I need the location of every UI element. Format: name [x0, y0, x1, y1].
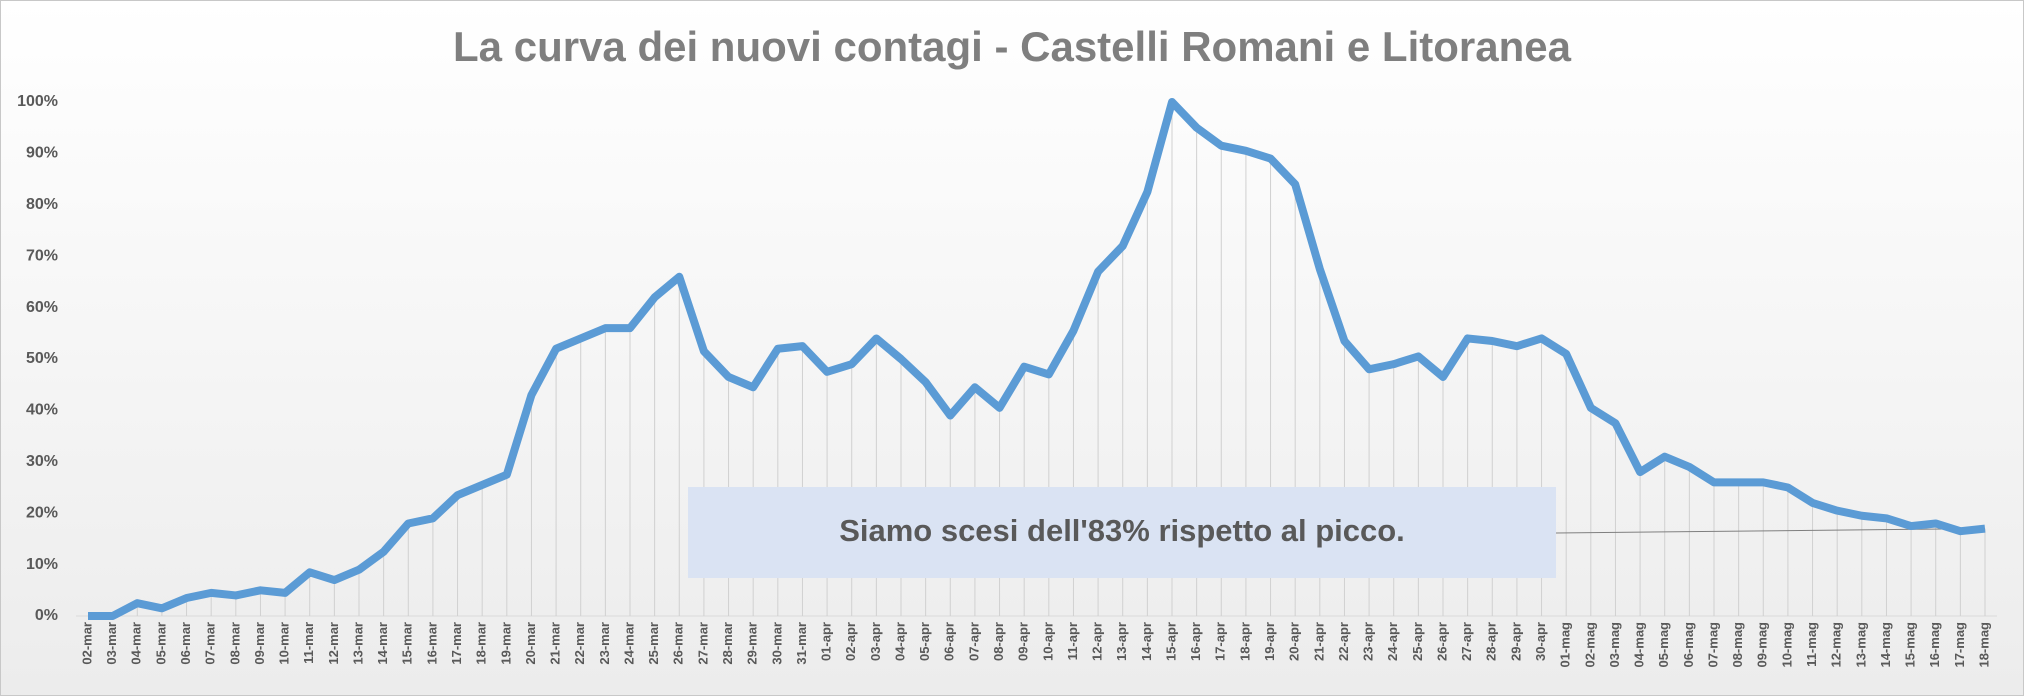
x-tick-label: 10-mag — [1779, 622, 1794, 668]
x-tick-label: 17-mag — [1952, 622, 1967, 668]
x-tick-label: 02-mar — [79, 622, 94, 665]
annotation: Siamo scesi dell'83% rispetto al picco. — [839, 513, 1405, 548]
x-tick-label: 09-mag — [1755, 622, 1770, 668]
x-tick-label: 11-mag — [1804, 622, 1819, 667]
x-tick-label: 06-mag — [1681, 622, 1696, 668]
x-tick-label: 08-mar — [227, 622, 242, 665]
x-tick-label: 16-apr — [1188, 622, 1203, 661]
x-tick-label: 13-mag — [1853, 622, 1868, 668]
x-tick-label: 15-mag — [1903, 622, 1918, 668]
x-tick-label: 12-mar — [326, 622, 341, 665]
x-tick-label: 26-apr — [1434, 622, 1449, 661]
x-tick-label: 20-mar — [523, 622, 538, 665]
x-tick-label: 15-apr — [1163, 622, 1178, 661]
x-tick-label: 19-mar — [498, 622, 513, 665]
x-tick-label: 19-apr — [1262, 622, 1277, 661]
x-tick-label: 21-apr — [1311, 622, 1326, 661]
x-tick-label: 11-mar — [301, 622, 316, 664]
x-tick-label: 08-apr — [991, 622, 1006, 661]
x-tick-label: 24-mar — [621, 622, 636, 665]
x-tick-label: 07-mar — [203, 622, 218, 665]
x-tick-label: 28-apr — [1484, 622, 1499, 661]
x-tick-label: 05-mar — [153, 622, 168, 665]
x-tick-label: 29-mar — [745, 622, 760, 665]
x-tick-label: 23-apr — [1361, 622, 1376, 661]
x-tick-label: 29-apr — [1508, 622, 1523, 661]
x-tick-label: 12-apr — [1090, 622, 1105, 661]
x-tick-label: 11-apr — [1065, 622, 1080, 660]
y-tick-label: 70% — [26, 247, 58, 264]
y-tick-label: 40% — [26, 402, 58, 419]
x-tick-label: 18-mar — [474, 622, 489, 665]
x-tick-label: 14-apr — [1139, 622, 1154, 661]
x-tick-label: 07-apr — [966, 622, 981, 661]
x-tick-label: 01-mag — [1558, 622, 1573, 668]
x-tick-label: 05-mag — [1656, 622, 1671, 668]
y-tick-label: 20% — [26, 504, 58, 521]
data-line — [88, 98, 1986, 620]
x-tick-label: 30-mar — [769, 622, 784, 665]
x-tick-label: 09-mar — [252, 622, 267, 665]
x-tick-label: 01-apr — [819, 622, 834, 661]
x-tick-label: 25-mar — [646, 622, 661, 665]
x-tick-label: 22-mar — [572, 622, 587, 665]
x-tick-label: 06-mar — [178, 622, 193, 665]
x-tick-label: 05-apr — [917, 622, 932, 661]
x-tick-label: 17-mar — [449, 622, 464, 665]
x-tick-label: 30-apr — [1533, 622, 1548, 661]
x-tick-label: 04-mag — [1632, 622, 1647, 668]
y-tick-label: 80% — [26, 196, 58, 213]
x-tick-label: 04-mar — [129, 622, 144, 665]
x-tick-label: 04-apr — [892, 622, 907, 661]
x-tick-label: 26-mar — [671, 622, 686, 665]
y-tick-label: 100% — [17, 93, 58, 110]
y-tick-label: 30% — [26, 453, 58, 470]
y-tick-label: 90% — [26, 145, 58, 162]
x-tick-label: 15-mar — [400, 622, 415, 665]
x-tick-label: 31-mar — [794, 622, 809, 665]
x-tick-label: 16-mag — [1927, 622, 1942, 668]
x-tick-label: 22-apr — [1336, 622, 1351, 661]
x-tick-label: 18-mag — [1976, 622, 1991, 668]
x-tick-label: 03-apr — [868, 622, 883, 661]
x-tick-label: 12-mag — [1829, 622, 1844, 668]
x-tick-label: 20-apr — [1287, 622, 1302, 661]
x-tick-label: 09-apr — [1016, 622, 1031, 661]
y-tick-label: 50% — [26, 350, 58, 367]
x-tick-label: 02-apr — [843, 622, 858, 661]
x-tick-label: 07-mag — [1705, 622, 1720, 668]
x-tick-label: 03-mar — [104, 622, 119, 665]
y-tick-label: 10% — [26, 556, 58, 573]
x-tick-label: 02-mag — [1582, 622, 1597, 668]
x-tick-label: 28-mar — [720, 622, 735, 665]
x-tick-label: 23-mar — [597, 622, 612, 665]
annotation-box — [688, 487, 1556, 578]
y-tick-label: 60% — [26, 299, 58, 316]
x-tick-label: 25-apr — [1410, 622, 1425, 661]
x-tick-label: 13-apr — [1114, 622, 1129, 661]
x-tick-label: 27-apr — [1459, 622, 1474, 661]
chart-title: La curva dei nuovi contagi - Castelli Ro… — [453, 23, 1572, 70]
x-tick-label: 03-mag — [1607, 622, 1622, 668]
x-tick-label: 17-apr — [1213, 622, 1228, 661]
x-tick-label: 24-apr — [1385, 622, 1400, 661]
x-tick-label: 08-mag — [1730, 622, 1745, 668]
x-tick-label: 14-mar — [375, 622, 390, 665]
x-tick-label: 06-apr — [942, 622, 957, 661]
x-tick-label: 21-mar — [548, 622, 563, 665]
x-tick-label: 16-mar — [424, 622, 439, 665]
x-tick-label: 27-mar — [695, 622, 710, 665]
y-tick-label: 0% — [35, 607, 58, 624]
x-tick-label: 14-mag — [1878, 622, 1893, 668]
x-tick-label: 10-apr — [1040, 622, 1055, 661]
x-tick-label: 10-mar — [277, 622, 292, 665]
x-tick-label: 13-mar — [350, 622, 365, 665]
x-tick-label: 18-apr — [1237, 622, 1252, 661]
